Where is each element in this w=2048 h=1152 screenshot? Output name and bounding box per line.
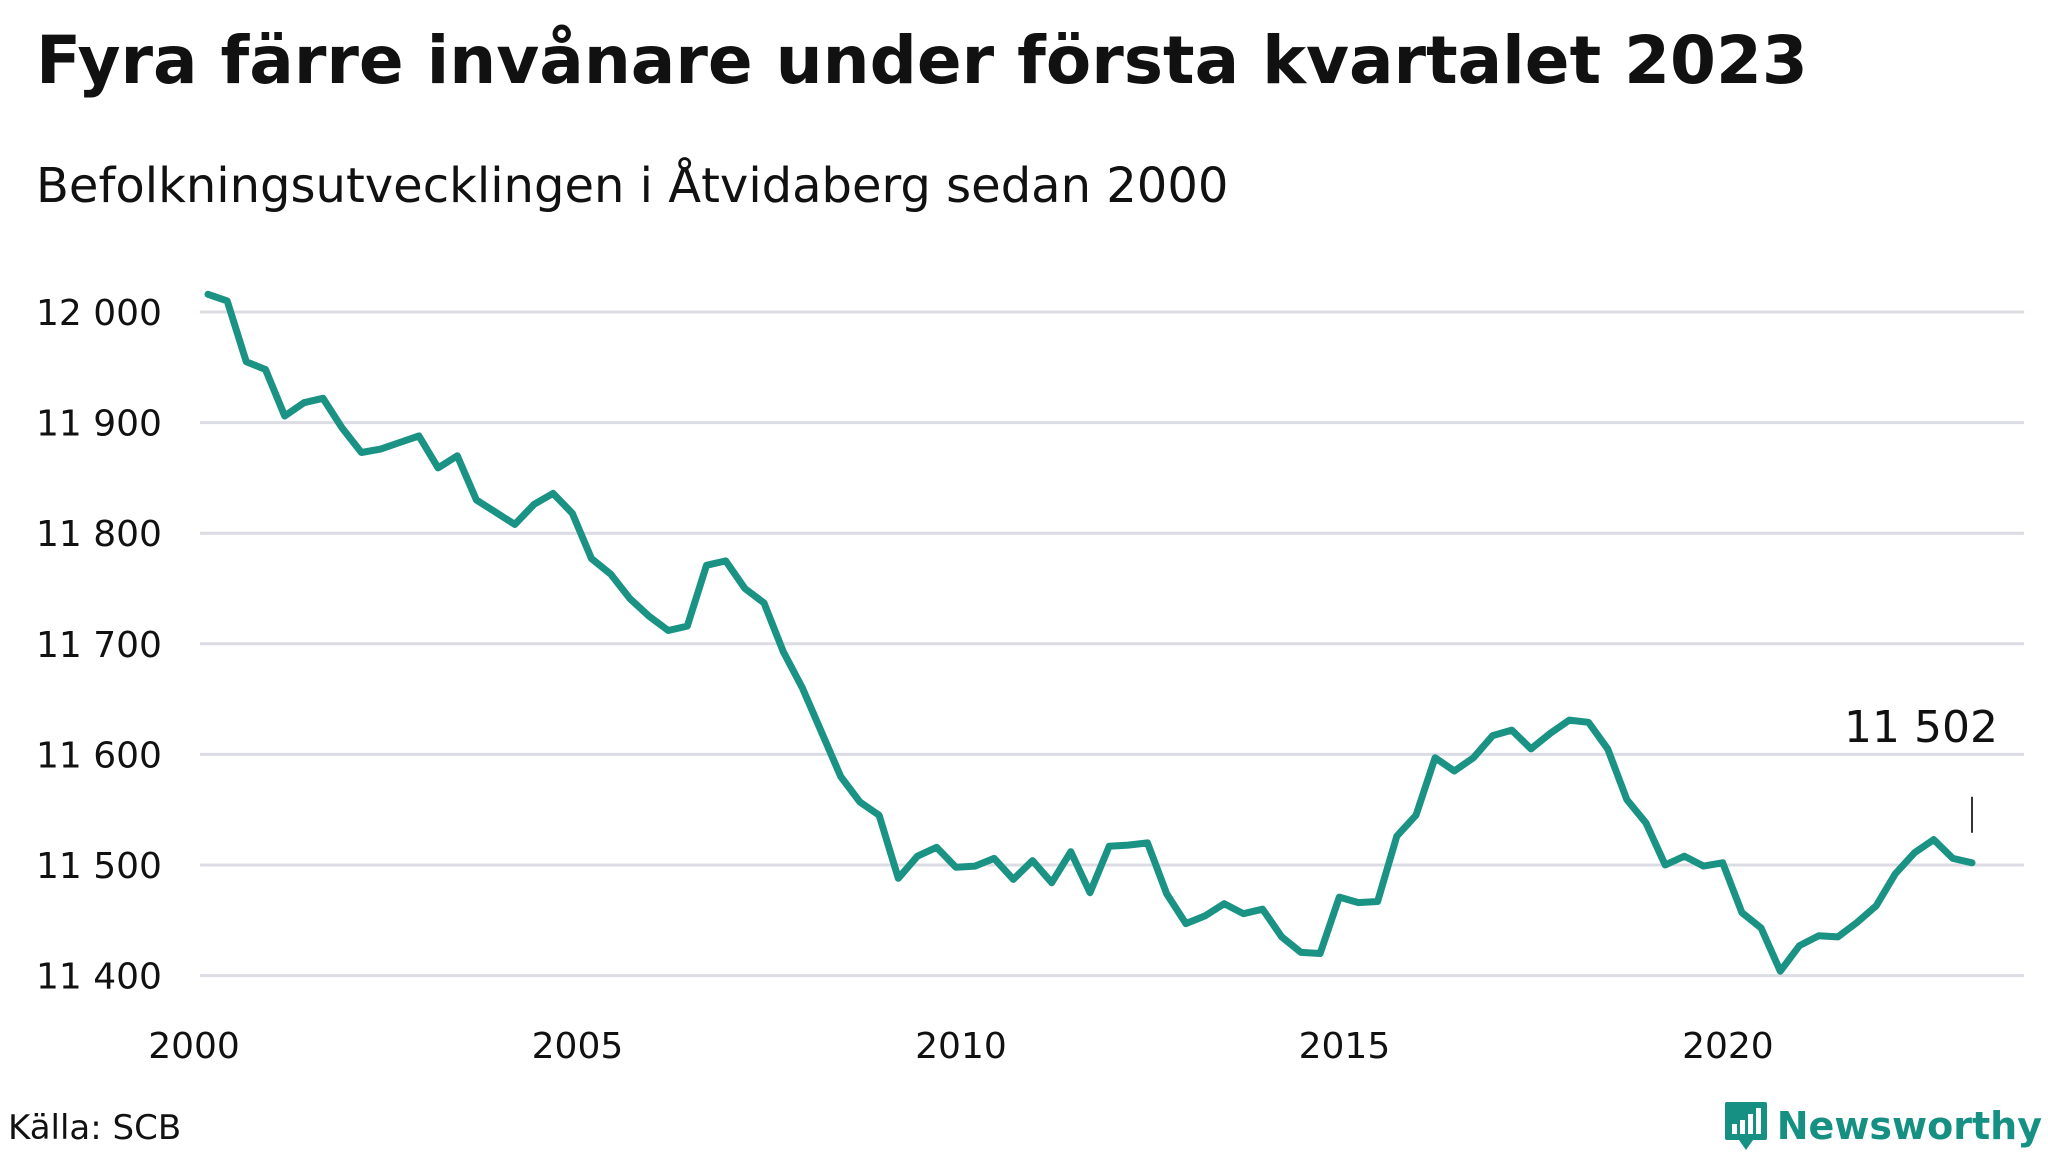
x-tick-label: 2005 xyxy=(532,1026,624,1067)
source-note: Källa: SCB xyxy=(8,1108,182,1148)
x-tick-label: 2020 xyxy=(1682,1026,1774,1067)
y-axis-tick-labels: 12 000 11 900 11 800 11 700 11 600 11 500 11 4… xyxy=(36,293,162,998)
brand-block[interactable]: Newsworthy xyxy=(1723,1100,2042,1152)
y-tick-label: 11 500 xyxy=(36,846,162,887)
x-tick-label: 2000 xyxy=(148,1026,240,1067)
brand-name: Newsworthy xyxy=(1776,1104,2042,1148)
y-tick-label: 11 700 xyxy=(36,625,162,666)
y-tick-label: 11 600 xyxy=(36,735,162,776)
series-line xyxy=(204,290,1976,975)
y-tick-label: 11 400 xyxy=(36,957,162,998)
line-chart: 12 000 11 900 11 800 11 700 11 600 11 500 11 4… xyxy=(36,290,2024,1067)
x-tick-label: 2015 xyxy=(1299,1026,1391,1067)
annotation-label: 11 502 xyxy=(1844,702,1998,753)
chart-title: Fyra färre invånare under första kvartal… xyxy=(36,22,1808,99)
y-tick-label: 11 900 xyxy=(36,404,162,445)
chart-subtitle: Befolkningsutvecklingen i Åtvidaberg sed… xyxy=(36,158,1229,214)
x-axis-tick-labels: 2000 2005 2010 2015 2020 xyxy=(148,1026,1774,1067)
x-tick-label: 2010 xyxy=(915,1026,1007,1067)
y-tick-label: 11 800 xyxy=(36,514,162,555)
series-group xyxy=(204,290,1976,975)
newsworthy-logo-icon xyxy=(1724,1102,1767,1150)
y-tick-label: 12 000 xyxy=(36,293,162,334)
annotation-group: 11 502 xyxy=(1844,702,1998,833)
grid-lines xyxy=(200,310,2024,978)
